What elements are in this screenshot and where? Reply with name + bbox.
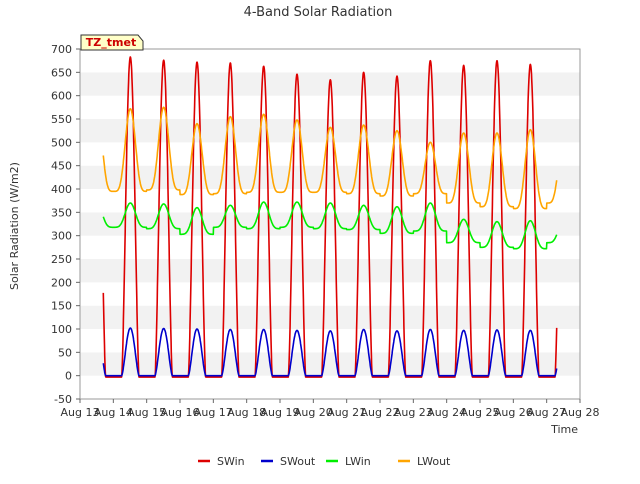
x-tick-label: Aug 19 — [261, 406, 300, 419]
x-tick-label: Aug 26 — [494, 406, 533, 419]
y-tick-label: 600 — [51, 90, 72, 103]
y-tick-label: 250 — [51, 253, 72, 266]
grid-band — [80, 119, 580, 143]
legend-label-swin: SWin — [217, 455, 245, 468]
y-tick-label: 400 — [51, 183, 72, 196]
x-tick-label: Aug 25 — [461, 406, 500, 419]
axis-ticks: -50 0 50 100 150 200 250 300 350 400 450 500 550 600 6… — [51, 43, 599, 419]
y-tick-label: 100 — [51, 323, 72, 336]
legend-label-swout: SWout — [280, 455, 316, 468]
y-tick-label: 50 — [58, 346, 72, 359]
grid-band — [80, 49, 580, 73]
y-tick-label: 200 — [51, 276, 72, 289]
annotation-box: TZ_tmet — [80, 34, 144, 51]
y-tick-label: 300 — [51, 230, 72, 243]
y-tick-label: 150 — [51, 300, 72, 313]
x-tick-label: Aug 17 — [194, 406, 233, 419]
grid-band — [80, 259, 580, 283]
y-tick-label: 500 — [51, 136, 72, 149]
x-tick-label: Aug 23 — [394, 406, 433, 419]
x-tick-label: Aug 16 — [161, 406, 200, 419]
x-tick-label: Aug 20 — [294, 406, 333, 419]
series-lines — [102, 56, 558, 378]
y-tick-label: 450 — [51, 160, 72, 173]
y-tick-label: 700 — [51, 43, 72, 56]
y-axis-label: Solar Radiation (W/m2) — [8, 162, 21, 290]
series-line-swout — [102, 327, 558, 377]
grid-band — [80, 142, 580, 166]
x-tick-label: Aug 27 — [527, 406, 566, 419]
grid-band — [80, 95, 580, 119]
x-tick-label: Aug 18 — [227, 406, 266, 419]
x-tick-label: Aug 13 — [61, 406, 100, 419]
x-tick-label: Aug 21 — [327, 406, 366, 419]
x-tick-label: Aug 28 — [561, 406, 600, 419]
series-line-swin — [102, 56, 558, 378]
legend-label-lwout: LWout — [417, 455, 451, 468]
y-tick-label: 0 — [65, 370, 72, 383]
y-tick-label: 550 — [51, 113, 72, 126]
grid-band — [80, 212, 580, 236]
x-tick-label: Aug 15 — [127, 406, 166, 419]
grid-band — [80, 235, 580, 259]
y-tick-label: 350 — [51, 206, 72, 219]
chart-title: 4-Band Solar Radiation — [244, 5, 393, 20]
series-line-lwout — [102, 106, 558, 210]
x-tick-label: Aug 24 — [427, 406, 466, 419]
grid-band — [80, 189, 580, 213]
grid-band — [80, 282, 580, 306]
y-tick-label: -50 — [54, 393, 72, 406]
x-axis-label: Time — [550, 423, 578, 436]
legend-label-lwin: LWin — [345, 455, 371, 468]
grid-band — [80, 305, 580, 329]
grid-band — [80, 375, 580, 399]
x-tick-label: Aug 22 — [361, 406, 400, 419]
x-tick-label: Aug 14 — [94, 406, 133, 419]
legend: SWin SWout LWin LWout — [198, 455, 451, 468]
annotation-label: TZ_tmet — [86, 36, 136, 49]
series-line-lwin — [102, 201, 558, 250]
plot-frame — [79, 48, 581, 400]
y-tick-label: 650 — [51, 66, 72, 79]
